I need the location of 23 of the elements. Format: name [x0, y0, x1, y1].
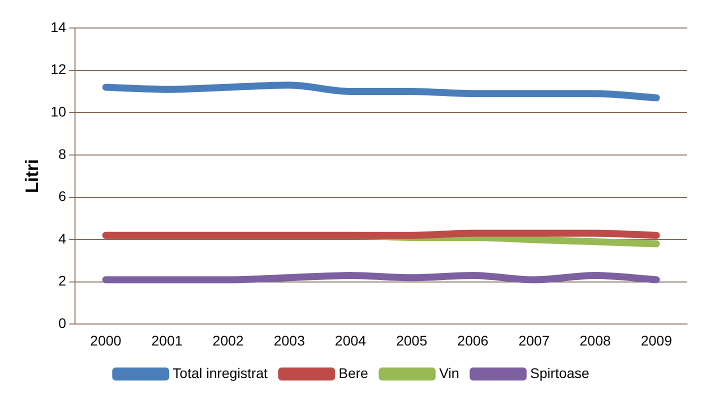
- x-tick-label: 2008: [580, 332, 612, 348]
- legend-label: Vin: [439, 364, 460, 381]
- y-tick-label: 10: [50, 103, 66, 120]
- x-tick-label: 2003: [274, 332, 306, 348]
- x-tick-label: 2009: [640, 332, 672, 348]
- x-tick-label: 2006: [457, 332, 489, 348]
- legend-label: Total inregistrat: [172, 364, 268, 381]
- y-tick-label: 14: [50, 18, 66, 35]
- x-tick-label: 2000: [90, 332, 122, 348]
- legend-label: Bere: [338, 364, 368, 381]
- y-axis-title: Litri: [22, 159, 42, 194]
- x-tick-label: 2005: [396, 332, 428, 348]
- x-tick-label: 2001: [151, 332, 183, 348]
- y-tick-label: 2: [58, 272, 66, 289]
- x-tick-label: 2007: [518, 332, 550, 348]
- x-tick-label: 2004: [334, 332, 366, 348]
- y-tick-label: 12: [50, 61, 66, 78]
- legend-label: Spirtoase: [530, 364, 590, 381]
- y-tick-label: 4: [58, 230, 66, 246]
- x-tick-label: 2002: [212, 332, 244, 348]
- y-tick-label: 8: [58, 146, 66, 162]
- y-tick-label: 6: [58, 188, 66, 204]
- y-tick-label: 0: [58, 315, 66, 332]
